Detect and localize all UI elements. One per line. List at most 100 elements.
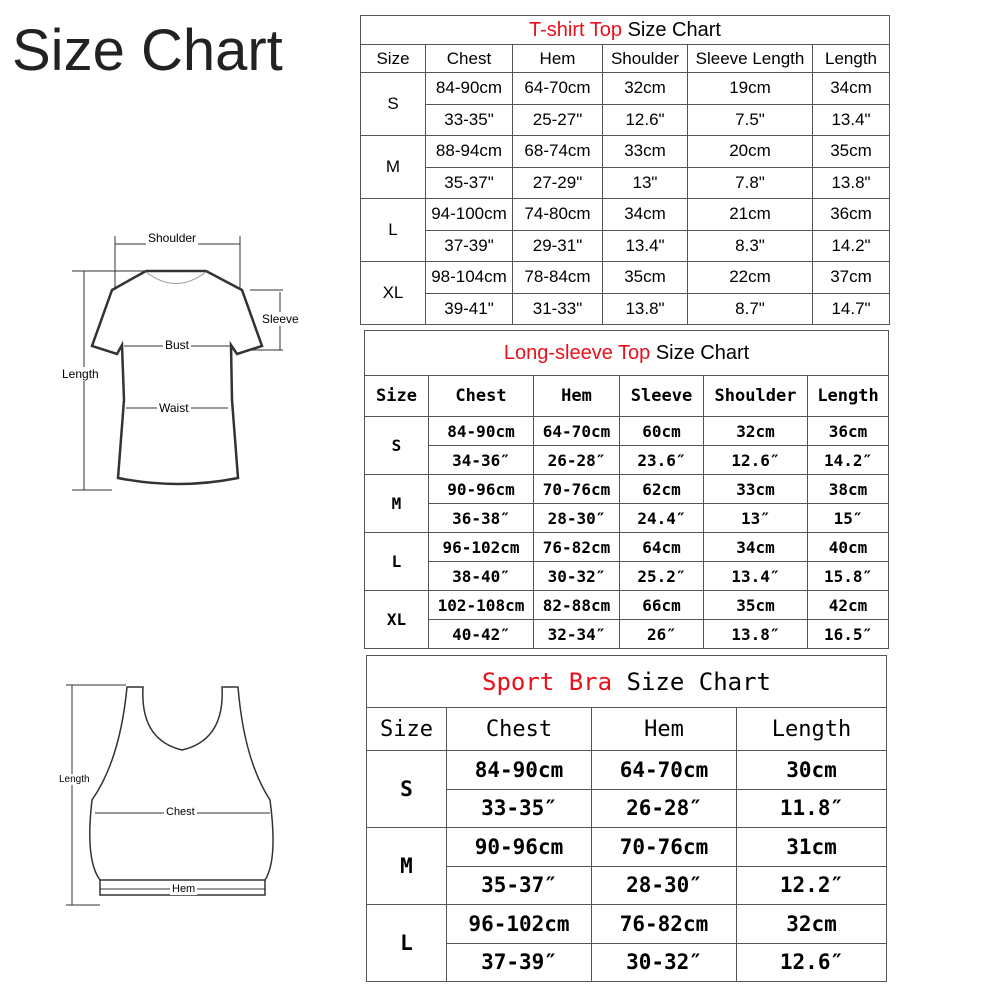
cm-cell: 96-102cm	[428, 532, 534, 562]
column-header: Hem	[512, 44, 603, 73]
size-cell: L	[360, 198, 426, 262]
column-header: Sleeve Length	[687, 44, 813, 73]
table-row-cm: M 88-94cm 68-74cm 33cm 20cm 35cm	[360, 135, 890, 199]
inch-cell: 14.2″	[806, 445, 890, 475]
inch-cell: 29-31"	[512, 229, 603, 262]
inch-cell: 24.4″	[619, 503, 704, 533]
table-row-inch: 33-35" 25-27" 12.6" 7.5" 13.4"	[361, 103, 890, 136]
table-title: T-shirt Top Size Chart	[360, 15, 890, 45]
sport-bra-size-table: Sport Bra Size Chart Size Chest Hem Length S 8…	[366, 655, 887, 982]
cm-cell: 62cm	[619, 474, 704, 504]
column-header: Hem	[533, 375, 620, 417]
cm-cell: 19cm	[687, 72, 813, 105]
cm-cell: 94-100cm	[425, 198, 513, 231]
table-row-cm: M 90-96cm 70-76cm 31cm	[366, 827, 887, 905]
inch-cell: 13.8"	[812, 166, 890, 199]
inch-cell: 13″	[703, 503, 808, 533]
column-header: Shoulder	[703, 375, 808, 417]
table-row-inch: 36-38″ 28-30″ 24.4″ 13″ 15″	[365, 503, 890, 533]
inch-cell: 26-28″	[591, 788, 737, 828]
table-row-cm: XL 98-104cm 78-84cm 35cm 22cm 37cm	[360, 261, 890, 325]
table-title: Long-sleeve Top Size Chart	[363, 330, 890, 376]
cm-cell: 82-88cm	[533, 590, 620, 620]
header-row: Size Chest Hem Sleeve Shoulder Length	[364, 375, 890, 417]
inch-cell: 23.6″	[619, 445, 704, 475]
sport-bra-illustration	[66, 684, 274, 906]
cm-cell: 60cm	[619, 416, 704, 446]
header-row: Size Chest Hem Shoulder Sleeve Length Length	[360, 44, 890, 73]
title-suffix: Size Chart	[627, 18, 721, 41]
cm-cell: 31cm	[736, 827, 887, 867]
inch-cell: 33-35″	[446, 788, 592, 828]
inch-cell: 11.8″	[736, 788, 887, 828]
cm-cell: 90-96cm	[428, 474, 534, 504]
cm-cell: 64-70cm	[533, 416, 620, 446]
title-row: Sport Bra Size Chart	[366, 655, 887, 708]
inch-cell: 12.6"	[602, 103, 688, 136]
inch-cell: 35-37"	[425, 166, 513, 199]
cm-cell: 21cm	[687, 198, 813, 231]
cm-cell: 102-108cm	[428, 590, 534, 620]
inch-cell: 25.2″	[619, 561, 704, 591]
inch-cell: 32-34″	[533, 619, 620, 649]
inch-cell: 7.8"	[687, 166, 813, 199]
inch-cell: 13"	[602, 166, 688, 199]
table-row-cm: S 84-90cm 64-70cm 60cm 32cm 36cm	[364, 416, 890, 475]
column-header: Chest	[446, 707, 592, 751]
cm-cell: 33cm	[703, 474, 808, 504]
table-row-inch: 39-41" 31-33" 13.8" 8.7" 14.7"	[361, 292, 890, 325]
cm-cell: 70-76cm	[533, 474, 620, 504]
inch-cell: 28-30″	[533, 503, 620, 533]
size-cell: M	[364, 474, 429, 533]
table-row-cm: XL 102-108cm 82-88cm 66cm 35cm 42cm	[364, 590, 890, 649]
tshirt-size-table: T-shirt Top Size Chart Size Chest Hem Should…	[360, 15, 890, 325]
column-header: Hem	[591, 707, 737, 751]
shoulder-label: Shoulder	[146, 231, 199, 245]
cm-cell: 33cm	[602, 135, 688, 168]
inch-cell: 37-39"	[425, 229, 513, 262]
title-product: Long-sleeve Top	[503, 341, 651, 364]
size-cell: M	[366, 827, 447, 905]
bust-label: Bust	[163, 338, 192, 352]
table-row-inch: 37-39" 29-31" 13.4" 8.3" 14.2"	[361, 229, 890, 262]
cm-cell: 40cm	[806, 532, 890, 562]
inch-cell: 26″	[619, 619, 704, 649]
table-row-inch: 35-37″ 28-30″ 12.2″	[367, 865, 887, 905]
column-header: Size	[360, 44, 426, 73]
table-row-inch: 35-37" 27-29" 13" 7.8" 13.8"	[361, 166, 890, 199]
table-row-cm: L 96-102cm 76-82cm 64cm 34cm 40cm	[364, 532, 890, 591]
cm-cell: 38cm	[806, 474, 890, 504]
cm-cell: 37cm	[812, 261, 890, 294]
inch-cell: 31-33"	[512, 292, 603, 325]
bra-hem-label: Hem	[170, 883, 198, 895]
cm-cell: 36cm	[812, 198, 890, 231]
cm-cell: 84-90cm	[428, 416, 534, 446]
inch-cell: 8.3"	[687, 229, 813, 262]
cm-cell: 84-90cm	[425, 72, 513, 105]
cm-cell: 20cm	[687, 135, 813, 168]
sleeve-label: Sleeve	[260, 312, 301, 326]
cm-cell: 34cm	[703, 532, 808, 562]
cm-cell: 70-76cm	[591, 827, 737, 867]
table-row-inch: 40-42″ 32-34″ 26″ 13.8″ 16.5″	[365, 619, 890, 649]
cm-cell: 76-82cm	[591, 904, 737, 944]
size-cell: L	[364, 532, 429, 591]
size-cell: XL	[360, 261, 426, 325]
title-suffix: Size Chart	[655, 341, 750, 364]
cm-cell: 76-82cm	[533, 532, 620, 562]
inch-cell: 35-37″	[446, 865, 592, 905]
inch-cell: 27-29"	[512, 166, 603, 199]
size-cell: S	[360, 72, 426, 136]
size-cell: S	[364, 416, 429, 475]
header-row: Size Chest Hem Length	[366, 707, 887, 751]
cm-cell: 35cm	[703, 590, 808, 620]
bra-chest-label: Chest	[164, 806, 197, 818]
title-product: Sport Bra	[482, 667, 613, 696]
inch-cell: 12.2″	[736, 865, 887, 905]
inch-cell: 15″	[806, 503, 890, 533]
table-row-cm: M 90-96cm 70-76cm 62cm 33cm 38cm	[364, 474, 890, 533]
size-cell: S	[366, 750, 447, 828]
inch-cell: 34-36″	[428, 445, 534, 475]
inch-cell: 13.4"	[602, 229, 688, 262]
inch-cell: 25-27"	[512, 103, 603, 136]
